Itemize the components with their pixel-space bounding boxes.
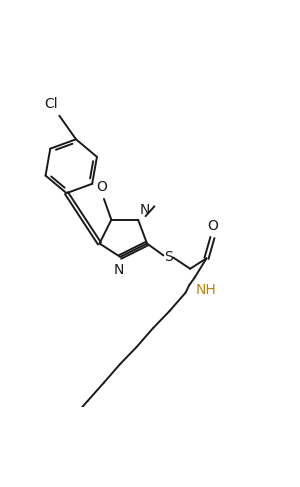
Text: NH: NH — [196, 283, 217, 297]
Text: S: S — [164, 250, 173, 264]
Text: Cl: Cl — [44, 97, 58, 111]
Text: N: N — [140, 203, 150, 217]
Text: N: N — [114, 263, 124, 277]
Text: O: O — [208, 219, 218, 233]
Text: O: O — [96, 180, 107, 193]
